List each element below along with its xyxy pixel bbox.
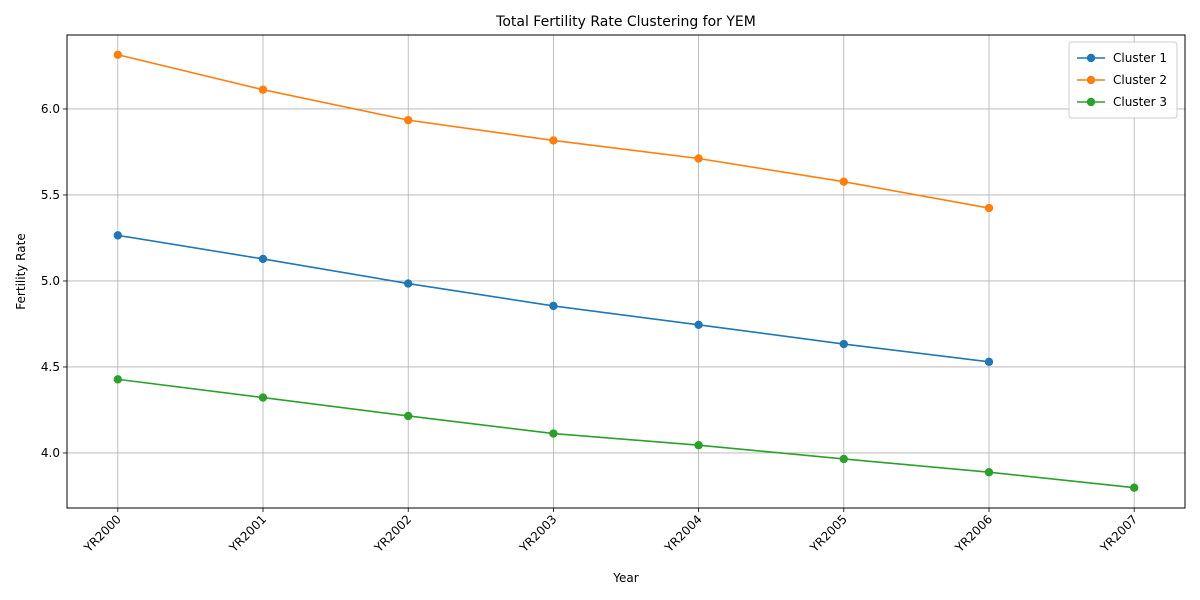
data-point bbox=[258, 85, 268, 94]
y-axis: 4.0 4.5 5.0 5.5 6.0 bbox=[41, 102, 67, 460]
series-layer bbox=[113, 50, 1139, 492]
data-point bbox=[984, 357, 994, 366]
data-point bbox=[1129, 483, 1139, 492]
data-point bbox=[694, 441, 703, 450]
legend-marker bbox=[1086, 75, 1096, 85]
data-point bbox=[549, 301, 558, 311]
plot-area bbox=[66, 34, 1186, 509]
y-tick-label: 4.0 bbox=[41, 446, 60, 460]
y-tick-label: 5.0 bbox=[41, 274, 60, 288]
legend-marker bbox=[1086, 97, 1096, 107]
series-line bbox=[117, 378, 1135, 489]
y-axis-title: Fertility Rate bbox=[14, 233, 28, 309]
data-point bbox=[113, 50, 123, 59]
legend: Cluster 1 Cluster 2 Cluster 3 bbox=[1068, 41, 1178, 119]
legend-label: Cluster 2 bbox=[1113, 73, 1167, 87]
data-point bbox=[694, 320, 703, 330]
data-point bbox=[839, 177, 848, 186]
x-tick-label: YR2005 bbox=[807, 512, 850, 555]
x-tick-label: YR2000 bbox=[81, 512, 124, 555]
series-3 bbox=[113, 375, 1139, 492]
x-axis: YR2000 YR2001 YR2002 YR2003 YR2004 YR2005 YR20… bbox=[81, 508, 1140, 556]
data-point bbox=[113, 231, 123, 240]
chart-title: Total Fertility Rate Clustering for YEM bbox=[495, 14, 756, 30]
legend-label: Cluster 1 bbox=[1113, 51, 1167, 65]
y-tick-label: 5.5 bbox=[41, 188, 60, 202]
data-point bbox=[549, 136, 558, 145]
x-tick-label: YR2006 bbox=[952, 512, 995, 555]
legend-marker bbox=[1086, 53, 1096, 63]
data-point bbox=[404, 411, 413, 421]
data-point bbox=[258, 393, 268, 402]
data-point bbox=[839, 339, 848, 349]
data-point bbox=[113, 375, 123, 384]
x-tick-label: YR2003 bbox=[516, 512, 559, 555]
x-tick-label: YR2004 bbox=[661, 512, 704, 555]
series-1 bbox=[113, 231, 994, 366]
x-tick-label: YR2007 bbox=[1097, 512, 1140, 555]
data-point bbox=[984, 468, 994, 477]
data-point bbox=[258, 254, 268, 264]
y-tick-label: 6.0 bbox=[41, 102, 60, 116]
data-point bbox=[694, 154, 703, 163]
x-tick-label: YR2002 bbox=[371, 512, 414, 555]
data-point bbox=[839, 454, 848, 464]
legend-box bbox=[1068, 41, 1178, 119]
legend-label: Cluster 3 bbox=[1113, 95, 1167, 109]
data-point bbox=[549, 429, 558, 438]
data-point bbox=[404, 115, 413, 125]
data-point bbox=[404, 279, 413, 288]
series-2 bbox=[113, 50, 994, 213]
x-tick-label: YR2001 bbox=[226, 512, 269, 555]
x-axis-title: Year bbox=[612, 571, 638, 585]
data-point bbox=[984, 203, 994, 213]
grid bbox=[67, 35, 1185, 508]
y-tick-label: 4.5 bbox=[41, 360, 60, 374]
